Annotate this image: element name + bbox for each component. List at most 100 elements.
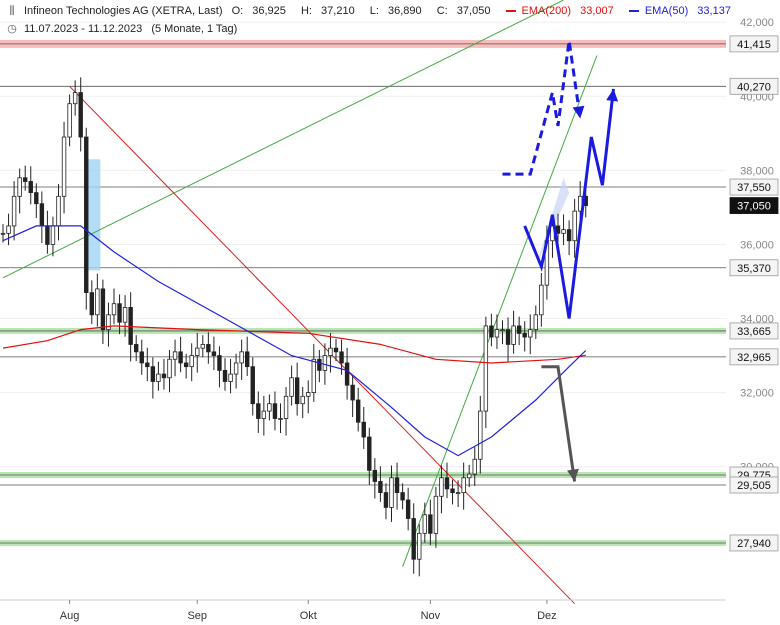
y-tick-label: 38,000 bbox=[740, 165, 774, 177]
candle-body bbox=[539, 284, 544, 316]
candle-body bbox=[117, 303, 122, 323]
candle-body bbox=[383, 492, 389, 508]
candle-body bbox=[483, 325, 489, 412]
x-tick-label: Aug bbox=[60, 610, 80, 622]
level-label: 37,550 bbox=[737, 182, 771, 194]
candle-body bbox=[278, 418, 283, 420]
candle-body bbox=[500, 329, 505, 332]
candle-body bbox=[17, 177, 22, 197]
level-label-box bbox=[729, 178, 779, 196]
projection-dashed-arrowhead bbox=[572, 105, 585, 119]
candle-body bbox=[233, 362, 239, 375]
level-label: 27,940 bbox=[737, 538, 771, 550]
candle-body bbox=[466, 473, 472, 479]
candle-body bbox=[272, 403, 278, 419]
y-tick-label: 42,000 bbox=[740, 17, 774, 29]
candle-body bbox=[45, 225, 50, 245]
candle-body bbox=[405, 499, 411, 519]
candle-body bbox=[228, 373, 233, 382]
y-tick-label: 32,000 bbox=[740, 388, 774, 400]
candle-body bbox=[150, 366, 156, 382]
candle-body bbox=[294, 377, 300, 405]
candle-body bbox=[361, 421, 366, 438]
candle-body bbox=[555, 225, 561, 234]
candle-body bbox=[89, 292, 94, 316]
level-label-box bbox=[729, 322, 779, 340]
candle-body bbox=[355, 399, 361, 423]
candle-body bbox=[472, 458, 477, 475]
level-label-box bbox=[729, 35, 779, 53]
ema50-line bbox=[2, 225, 587, 457]
candle-body bbox=[344, 362, 350, 386]
candle-body bbox=[111, 303, 117, 316]
candle-body bbox=[300, 395, 305, 405]
level-label-box bbox=[729, 476, 779, 494]
ema50-legend: EMA(50) 33,137 bbox=[628, 5, 737, 17]
candle-body bbox=[61, 136, 67, 197]
y-tick-label: 36,000 bbox=[740, 239, 774, 251]
instrument-title: Infineon Technologies AG (XETRA, Last) bbox=[24, 5, 223, 17]
level-label: 41,415 bbox=[737, 39, 771, 51]
candle-body bbox=[389, 477, 394, 508]
candle-body bbox=[195, 347, 200, 356]
candle-body bbox=[317, 358, 322, 371]
candle-body bbox=[267, 403, 272, 412]
level-label-box bbox=[729, 348, 779, 366]
level-label: 40,270 bbox=[737, 81, 771, 93]
candle-body bbox=[100, 288, 106, 331]
candle-body bbox=[411, 518, 416, 560]
candle-body bbox=[189, 355, 194, 368]
candle-body bbox=[289, 377, 294, 397]
candle-body bbox=[439, 477, 444, 497]
candle-body bbox=[528, 329, 533, 338]
candle-body bbox=[167, 358, 172, 379]
candle-body bbox=[183, 362, 189, 368]
candle-body bbox=[106, 314, 111, 331]
projection-dashed bbox=[502, 40, 582, 176]
candle-body bbox=[422, 514, 427, 534]
candle-body bbox=[428, 514, 433, 534]
candle-body bbox=[217, 355, 222, 371]
candle-body bbox=[256, 403, 261, 419]
level-label-box bbox=[729, 77, 779, 95]
candle-body bbox=[0, 232, 6, 235]
candle-body bbox=[34, 192, 39, 205]
low-value: 36,890 bbox=[388, 5, 422, 17]
candle-body bbox=[505, 329, 511, 345]
candle-body bbox=[378, 481, 383, 493]
candle-body bbox=[178, 351, 183, 364]
candle-body bbox=[350, 384, 355, 401]
candle-body bbox=[39, 203, 45, 227]
ema200-line bbox=[2, 325, 586, 364]
candle-body bbox=[122, 307, 128, 323]
candle-body bbox=[461, 477, 466, 493]
level-label: 37,050 bbox=[737, 201, 771, 213]
candle-body bbox=[372, 469, 378, 482]
candle-body bbox=[261, 410, 267, 419]
candle-body bbox=[211, 351, 217, 356]
projection-solid bbox=[523, 88, 615, 319]
projection-gray bbox=[541, 365, 577, 482]
trend-line-green bbox=[2, 0, 564, 279]
candle-body bbox=[533, 314, 538, 331]
trend-line-red bbox=[69, 85, 575, 605]
chart-type-icon[interactable]: ⫼ bbox=[9, 5, 15, 17]
candle-body bbox=[572, 210, 577, 242]
high-value: 37,210 bbox=[321, 5, 355, 17]
candle-body bbox=[239, 351, 244, 364]
candle-body bbox=[200, 344, 205, 349]
candle-body bbox=[511, 325, 516, 345]
candle-body bbox=[367, 436, 372, 471]
candle-body bbox=[306, 392, 311, 397]
candle-body bbox=[78, 92, 83, 138]
level-label-box bbox=[729, 534, 779, 552]
candle-body bbox=[444, 477, 450, 490]
highlight-box bbox=[86, 159, 101, 271]
x-tick-label: Okt bbox=[300, 610, 317, 622]
y-tick-label: 34,000 bbox=[740, 314, 774, 326]
level-label-box bbox=[729, 259, 779, 277]
candle-body bbox=[28, 181, 33, 193]
candle-body bbox=[522, 332, 527, 338]
candle-body bbox=[283, 395, 289, 419]
